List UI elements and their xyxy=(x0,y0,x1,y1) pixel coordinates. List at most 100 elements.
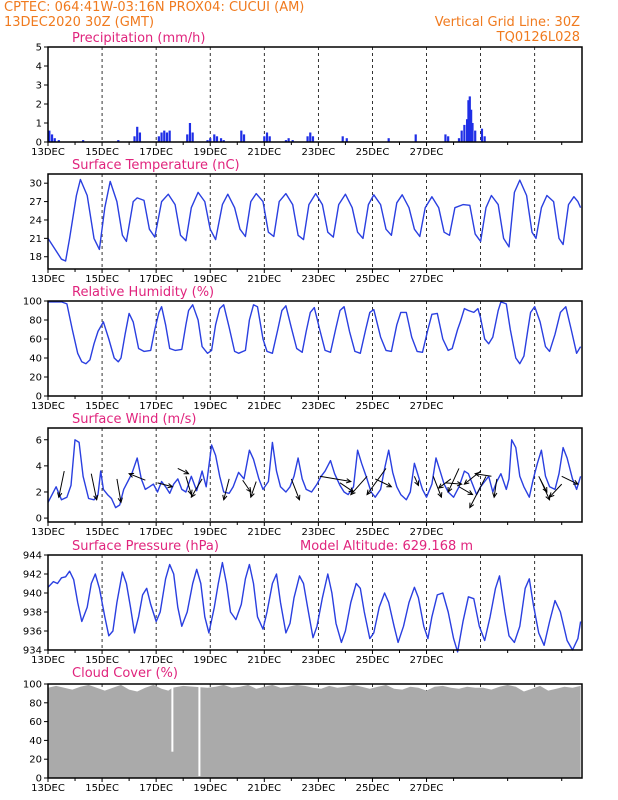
wind-arrow-head xyxy=(249,492,255,499)
wind-arrow-shaft xyxy=(539,478,551,501)
wind-arrow-shaft xyxy=(223,478,230,500)
wind-arrow-shaft xyxy=(413,476,419,486)
y-tick-label: 2 xyxy=(36,100,42,111)
x-tick-label: 13DEC xyxy=(31,274,65,285)
x-tick-label: 17DEC xyxy=(139,783,173,794)
x-tick-label: 13DEC xyxy=(31,147,65,158)
y-tick-label: 4 xyxy=(36,62,42,73)
wind-arrow-shaft xyxy=(339,482,354,493)
wind-arrow-head xyxy=(463,479,470,485)
wind-arrow-shaft xyxy=(445,482,462,485)
precip-bar xyxy=(209,138,212,142)
x-tick-label: 27DEC xyxy=(410,527,444,538)
series-line xyxy=(48,301,582,365)
y-tick-label: 938 xyxy=(23,608,42,619)
wind-arrow-head xyxy=(492,492,498,499)
series-line xyxy=(47,561,582,653)
x-tick-label: 15DEC xyxy=(85,147,119,158)
x-tick-label: 25DEC xyxy=(356,401,390,412)
precip-bar xyxy=(160,132,163,142)
series-line xyxy=(47,439,582,509)
header-model: TQ0126L028 xyxy=(496,30,580,45)
wind-arrow-head xyxy=(469,502,475,509)
precip-bar xyxy=(188,123,192,142)
precip-bar xyxy=(136,126,139,142)
y-tick-label: 934 xyxy=(23,646,42,657)
precip-bar xyxy=(157,136,160,142)
wind-arrow-head xyxy=(437,492,443,499)
precip-bar xyxy=(414,134,417,142)
wind-arrow-shaft xyxy=(290,478,300,500)
wind-arrow-head xyxy=(246,486,252,493)
wind-arrow-shaft xyxy=(185,476,192,495)
x-tick-label: 13DEC xyxy=(31,783,65,794)
wind-arrow-head xyxy=(190,492,196,499)
wind-arrow-shaft xyxy=(90,473,98,500)
precip-bar xyxy=(291,140,294,142)
precip-bar xyxy=(57,140,60,142)
wind-arrow-shaft xyxy=(447,468,460,493)
precip-bar xyxy=(53,138,56,142)
precip-bar xyxy=(471,123,474,142)
y-tick-label: 5 xyxy=(36,43,42,54)
wind-arrow-shaft xyxy=(561,475,579,485)
precip-bar xyxy=(265,132,269,142)
wind-arrow-head xyxy=(345,478,352,484)
wind-arrow-head xyxy=(93,494,99,501)
x-tick-label: 19DEC xyxy=(193,783,227,794)
x-tick-label: 21DEC xyxy=(247,655,281,666)
x-tick-label: 27DEC xyxy=(410,655,444,666)
wind-arrow-shaft xyxy=(438,478,452,489)
wind-arrow-head xyxy=(467,490,474,496)
precip-bar xyxy=(284,140,288,142)
x-tick-label: 17DEC xyxy=(139,655,173,666)
precip-bar xyxy=(48,130,51,142)
y-tick-label: 4 xyxy=(36,461,42,472)
wind-arrow-shaft xyxy=(374,478,392,488)
temperature-title: Surface Temperature (nC) xyxy=(72,158,240,173)
x-tick-label: 25DEC xyxy=(356,527,390,538)
pressure-panel: Surface Pressure (hPa) Model Altitude: 6… xyxy=(23,539,583,666)
x-tick-label: 21DEC xyxy=(247,147,281,158)
precip-bar xyxy=(242,134,246,142)
wind-arrow-shaft xyxy=(432,476,442,498)
precip-bar xyxy=(311,136,315,142)
precipitation-panel: Precipitation (mm/h) 0 1 2 3 4 5 13DEC 15DEC 17D… xyxy=(31,31,583,158)
plot-frame xyxy=(47,46,583,143)
precip-bar xyxy=(470,109,473,142)
x-tick-label: 19DEC xyxy=(193,401,227,412)
wind-arrow-shaft xyxy=(493,478,498,498)
precip-bar xyxy=(463,124,466,142)
precip-bar xyxy=(168,130,171,142)
y-tick-label: 6 xyxy=(36,435,42,446)
cloud-gap xyxy=(198,684,201,777)
precip-bar xyxy=(117,140,120,142)
wind-arrow-shaft xyxy=(250,481,257,498)
wind-arrow-head xyxy=(222,494,228,501)
x-tick-label: 19DEC xyxy=(193,527,227,538)
wind-arrow-head xyxy=(437,483,444,489)
wind-arrow-head xyxy=(545,494,551,501)
y-tick-label: 20 xyxy=(29,373,42,384)
temperature-plot: 18 21 24 27 30 13DEC 15DEC 17DEC 19DEC 21DEC 23DEC… xyxy=(29,173,583,285)
precip-bar xyxy=(215,136,219,142)
x-tick-label: 23DEC xyxy=(302,401,336,412)
y-tick-label: 936 xyxy=(23,627,42,638)
x-tick-label: 15DEC xyxy=(85,655,119,666)
x-tick-label: 19DEC xyxy=(193,147,227,158)
wind-arrow-shaft xyxy=(116,478,122,503)
wind-arrow-head xyxy=(350,489,356,496)
wind-arrow-shaft xyxy=(458,486,473,496)
cloud-panel: Cloud Cover (%) 0 20 40 60 80 100 13DEC 15DEC 17… xyxy=(23,666,583,794)
x-tick-label: 15DEC xyxy=(85,274,119,285)
wind-arrow-head xyxy=(366,489,372,496)
precip-bar xyxy=(341,136,344,142)
precip-bar xyxy=(483,136,486,142)
x-tick-label: 21DEC xyxy=(247,527,281,538)
precip-bar xyxy=(345,138,348,142)
x-tick-label: 13DEC xyxy=(31,527,65,538)
y-tick-label: 24 xyxy=(29,215,42,226)
x-tick-label: 23DEC xyxy=(302,655,336,666)
precip-bar xyxy=(468,96,471,142)
